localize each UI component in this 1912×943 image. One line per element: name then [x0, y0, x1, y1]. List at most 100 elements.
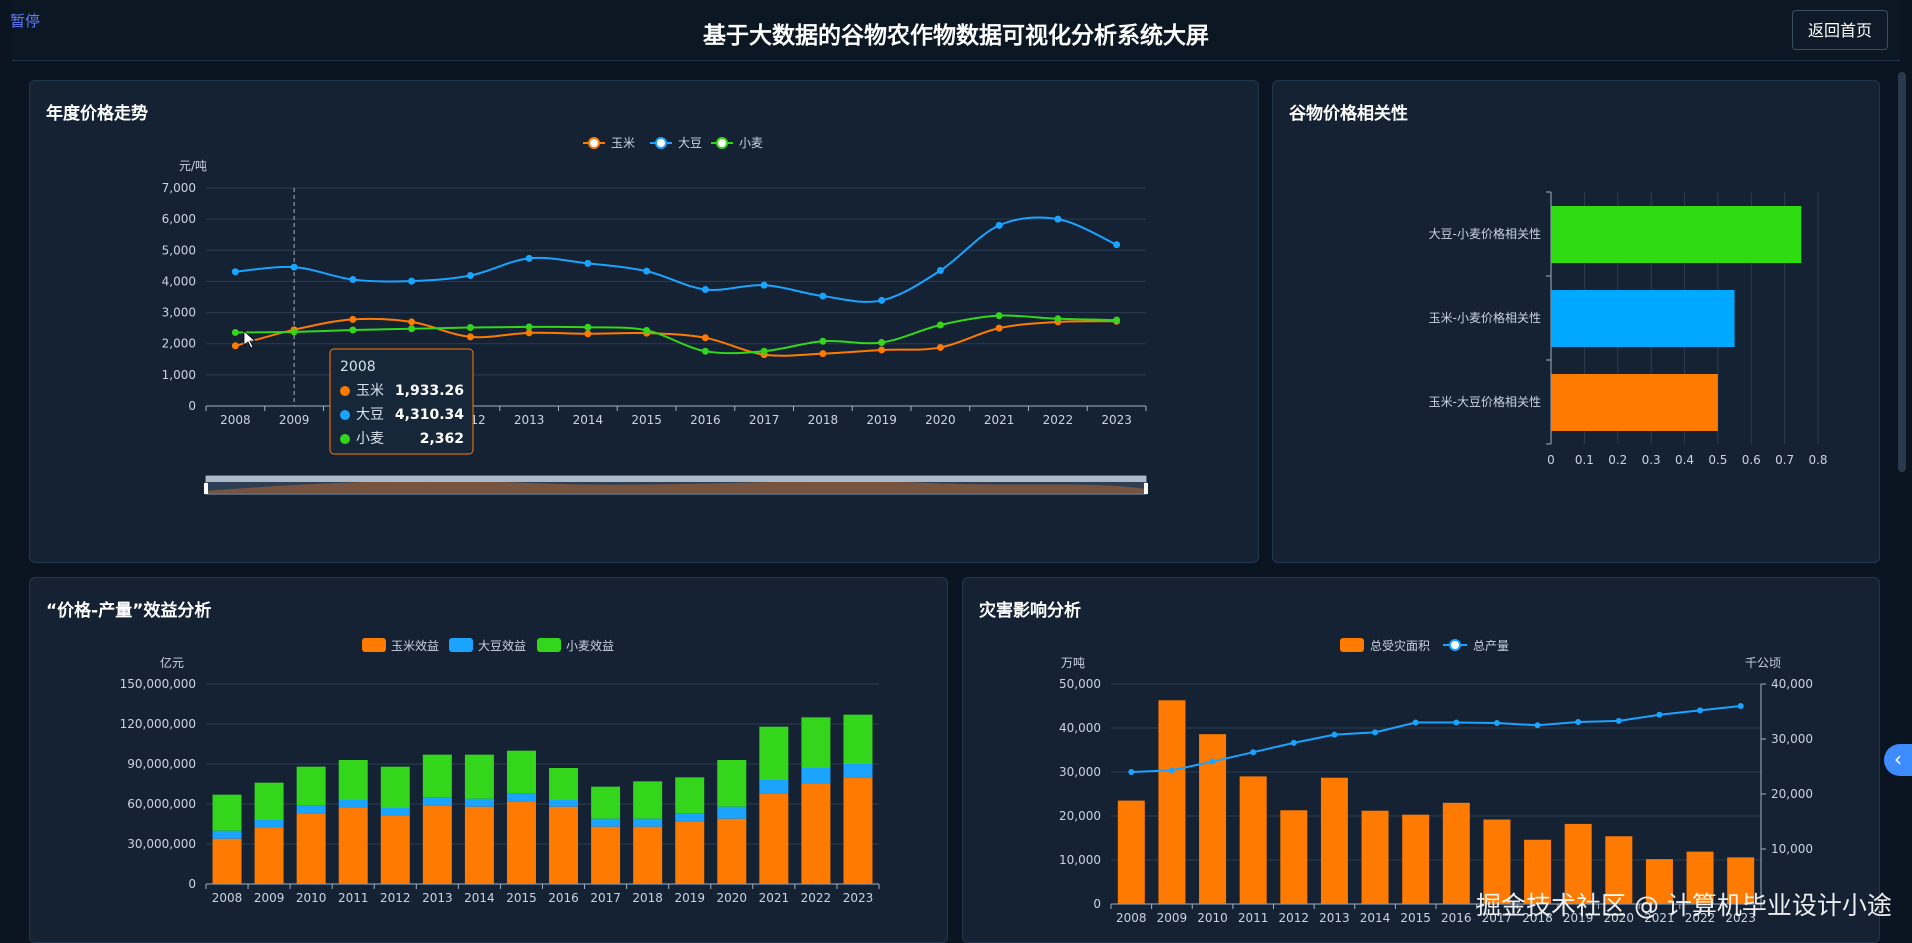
x-tick-label: 0.5: [1708, 453, 1727, 467]
stacked-bar-segment: [338, 800, 368, 808]
disaster-area-bar: [1524, 839, 1552, 904]
x-tick-label: 0.3: [1642, 453, 1661, 467]
stacked-bar-segment: [591, 826, 621, 884]
series-line: [235, 216, 1118, 303]
tooltip-label: 玉米: [356, 383, 384, 399]
stacked-bar-segment: [338, 760, 368, 800]
home-button[interactable]: 返回首页: [1792, 10, 1888, 50]
y-axis-label-left: 万吨: [1061, 656, 1085, 670]
disaster-area-bar: [1239, 776, 1267, 904]
legend-label: 总产量: [1473, 639, 1509, 653]
correlation-panel: 谷物价格相关性 0 0.1 0.2 0.3 0.4 0.5 0.6 0.7 0.8 玉米-大豆价格…: [1272, 80, 1880, 563]
x-tick-label: 0.7: [1775, 453, 1794, 467]
data-point: [1054, 215, 1062, 223]
stacked-bar-segment: [254, 820, 284, 828]
data-point: [584, 323, 592, 331]
price-trend-panel: 年度价格走势 0 1,000 2,000 3,000 4,000 5,000 6,000 7,…: [29, 80, 1259, 563]
data-point: [584, 259, 592, 267]
disaster-area-bar: [1361, 810, 1389, 904]
x-tick-label: 2018: [1522, 911, 1553, 925]
x-tick-label: 2015: [506, 891, 537, 905]
data-point: [1697, 707, 1704, 714]
data-point: [1372, 729, 1379, 736]
data-point: [643, 267, 651, 275]
data-point: [878, 296, 886, 304]
stacked-bar-segment: [759, 726, 789, 780]
stacked-bar-segment: [296, 813, 326, 884]
datazoom-handle-right: [1144, 483, 1148, 494]
stacked-bar-segment: [843, 764, 873, 778]
tooltip-value: 4,310.34: [395, 407, 464, 423]
page-scrollbar[interactable]: [1898, 72, 1906, 472]
stacked-bar-segment: [380, 766, 410, 808]
data-point: [349, 326, 357, 334]
data-point: [1453, 719, 1460, 726]
benefit-chart[interactable]: 0 30,000,000 60,000,000 90,000,000 120,000,0…: [30, 578, 947, 942]
y-tick-label-left: 10,000: [1059, 853, 1101, 867]
x-tick-label: 2017: [749, 413, 780, 427]
x-tick-label: 2022: [1685, 911, 1716, 925]
disaster-area-bar: [1280, 810, 1308, 904]
disaster-title: 灾害影响分析: [979, 601, 1081, 621]
stacked-bar-segment: [254, 782, 284, 820]
stacked-bar-segment: [675, 777, 705, 814]
pause-button[interactable]: 暂停: [10, 12, 41, 30]
legend-marker: [537, 638, 561, 652]
disaster-area-bar: [1564, 823, 1592, 904]
data-point: [878, 346, 886, 354]
data-point: [466, 272, 474, 280]
data-point: [701, 334, 709, 342]
disaster-area-bar: [1483, 819, 1511, 904]
data-point: [349, 276, 357, 284]
stacked-bar-segment: [717, 760, 747, 807]
data-point: [995, 324, 1003, 332]
correlation-chart[interactable]: 0 0.1 0.2 0.3 0.4 0.5 0.6 0.7 0.8 玉米-大豆价格相关性玉米-小麦…: [1273, 81, 1879, 562]
x-tick-label: 2009: [1157, 911, 1188, 925]
correlation-bar: [1551, 206, 1802, 263]
data-point: [878, 338, 886, 346]
tooltip-box: [329, 348, 474, 455]
stacked-bar-segment: [549, 806, 579, 884]
y-axis-label: 元/吨: [179, 159, 207, 173]
x-tick-label: 2013: [1319, 911, 1350, 925]
data-point: [1168, 767, 1175, 774]
data-point: [1128, 769, 1135, 775]
x-tick-label: 2017: [1482, 911, 1513, 925]
y-tick-label-right: 30,000: [1771, 732, 1813, 746]
data-point: [525, 329, 533, 337]
price-trend-title: 年度价格走势: [46, 104, 148, 124]
x-tick-label: 2013: [514, 413, 545, 427]
x-tick-label: 0.2: [1608, 453, 1627, 467]
data-point: [1290, 739, 1297, 746]
cursor-icon: [243, 330, 257, 349]
tooltip-value: 2,362: [420, 431, 464, 447]
data-point: [1575, 718, 1582, 725]
chevron-left-icon[interactable]: ‹: [1884, 744, 1912, 776]
disaster-area-bar: [1442, 802, 1470, 904]
data-point: [819, 292, 827, 300]
disaster-chart[interactable]: 0 10,000 20,000 30,000 40,000 50,000 10,000 20,…: [963, 578, 1879, 942]
data-point: [1412, 719, 1419, 726]
x-tick-label: 0.6: [1742, 453, 1761, 467]
stacked-bar-segment: [549, 800, 579, 807]
stacked-bar-segment: [464, 754, 494, 799]
y-tick-label: 7,000: [162, 181, 196, 195]
legend-marker: [362, 638, 386, 652]
correlation-bar: [1551, 374, 1718, 431]
data-point: [231, 328, 239, 336]
data-point: [643, 326, 651, 334]
legend-label: 小麦: [739, 136, 763, 150]
stacked-bar-segment: [843, 714, 873, 764]
stacked-bar-segment: [801, 717, 831, 768]
x-tick-label: 2016: [690, 413, 721, 427]
x-tick-label: 0.8: [1808, 453, 1827, 467]
data-point: [701, 286, 709, 294]
tooltip-label: 大豆: [356, 407, 384, 423]
y-tick-label: 5,000: [162, 243, 196, 257]
disaster-area-bar: [1402, 814, 1430, 904]
y-tick-label: 大豆-小麦价格相关性: [1429, 226, 1541, 241]
tooltip-marker: [340, 410, 350, 420]
y-tick-label-right: 10,000: [1771, 842, 1813, 856]
price-trend-chart[interactable]: 0 1,000 2,000 3,000 4,000 5,000 6,000 7,000 元/吨 2…: [30, 81, 1258, 562]
x-tick-label: 2019: [1563, 911, 1594, 925]
